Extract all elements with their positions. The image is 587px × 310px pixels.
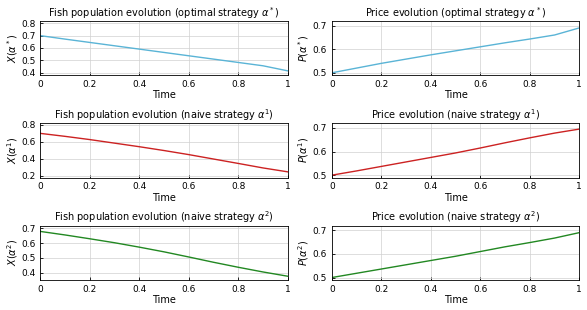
X-axis label: Time: Time <box>444 91 467 100</box>
X-axis label: Time: Time <box>444 295 467 305</box>
Y-axis label: $P(\alpha^2)$: $P(\alpha^2)$ <box>296 240 311 266</box>
Title: Price evolution (naive strategy $\alpha^2$): Price evolution (naive strategy $\alpha^… <box>371 210 540 225</box>
Y-axis label: $X(\alpha^1)$: $X(\alpha^1)$ <box>5 137 19 164</box>
Title: Fish population evolution (optimal strategy $\alpha^*$): Fish population evolution (optimal strat… <box>48 5 280 21</box>
X-axis label: Time: Time <box>444 193 467 203</box>
X-axis label: Time: Time <box>152 91 176 100</box>
X-axis label: Time: Time <box>152 193 176 203</box>
Title: Fish population evolution (naive strategy $\alpha^1$): Fish population evolution (naive strateg… <box>54 107 274 123</box>
Title: Fish population evolution (naive strategy $\alpha^2$): Fish population evolution (naive strateg… <box>54 210 274 225</box>
X-axis label: Time: Time <box>152 295 176 305</box>
Y-axis label: $X(\alpha^*)$: $X(\alpha^*)$ <box>5 33 19 63</box>
Y-axis label: $P(\alpha^*)$: $P(\alpha^*)$ <box>296 34 311 62</box>
Title: Price evolution (naive strategy $\alpha^1$): Price evolution (naive strategy $\alpha^… <box>371 107 540 123</box>
Title: Price evolution (optimal strategy $\alpha^*$): Price evolution (optimal strategy $\alph… <box>365 5 546 21</box>
Y-axis label: $P(\alpha^1)$: $P(\alpha^1)$ <box>296 137 311 163</box>
Y-axis label: $X(\alpha^2)$: $X(\alpha^2)$ <box>5 239 19 266</box>
